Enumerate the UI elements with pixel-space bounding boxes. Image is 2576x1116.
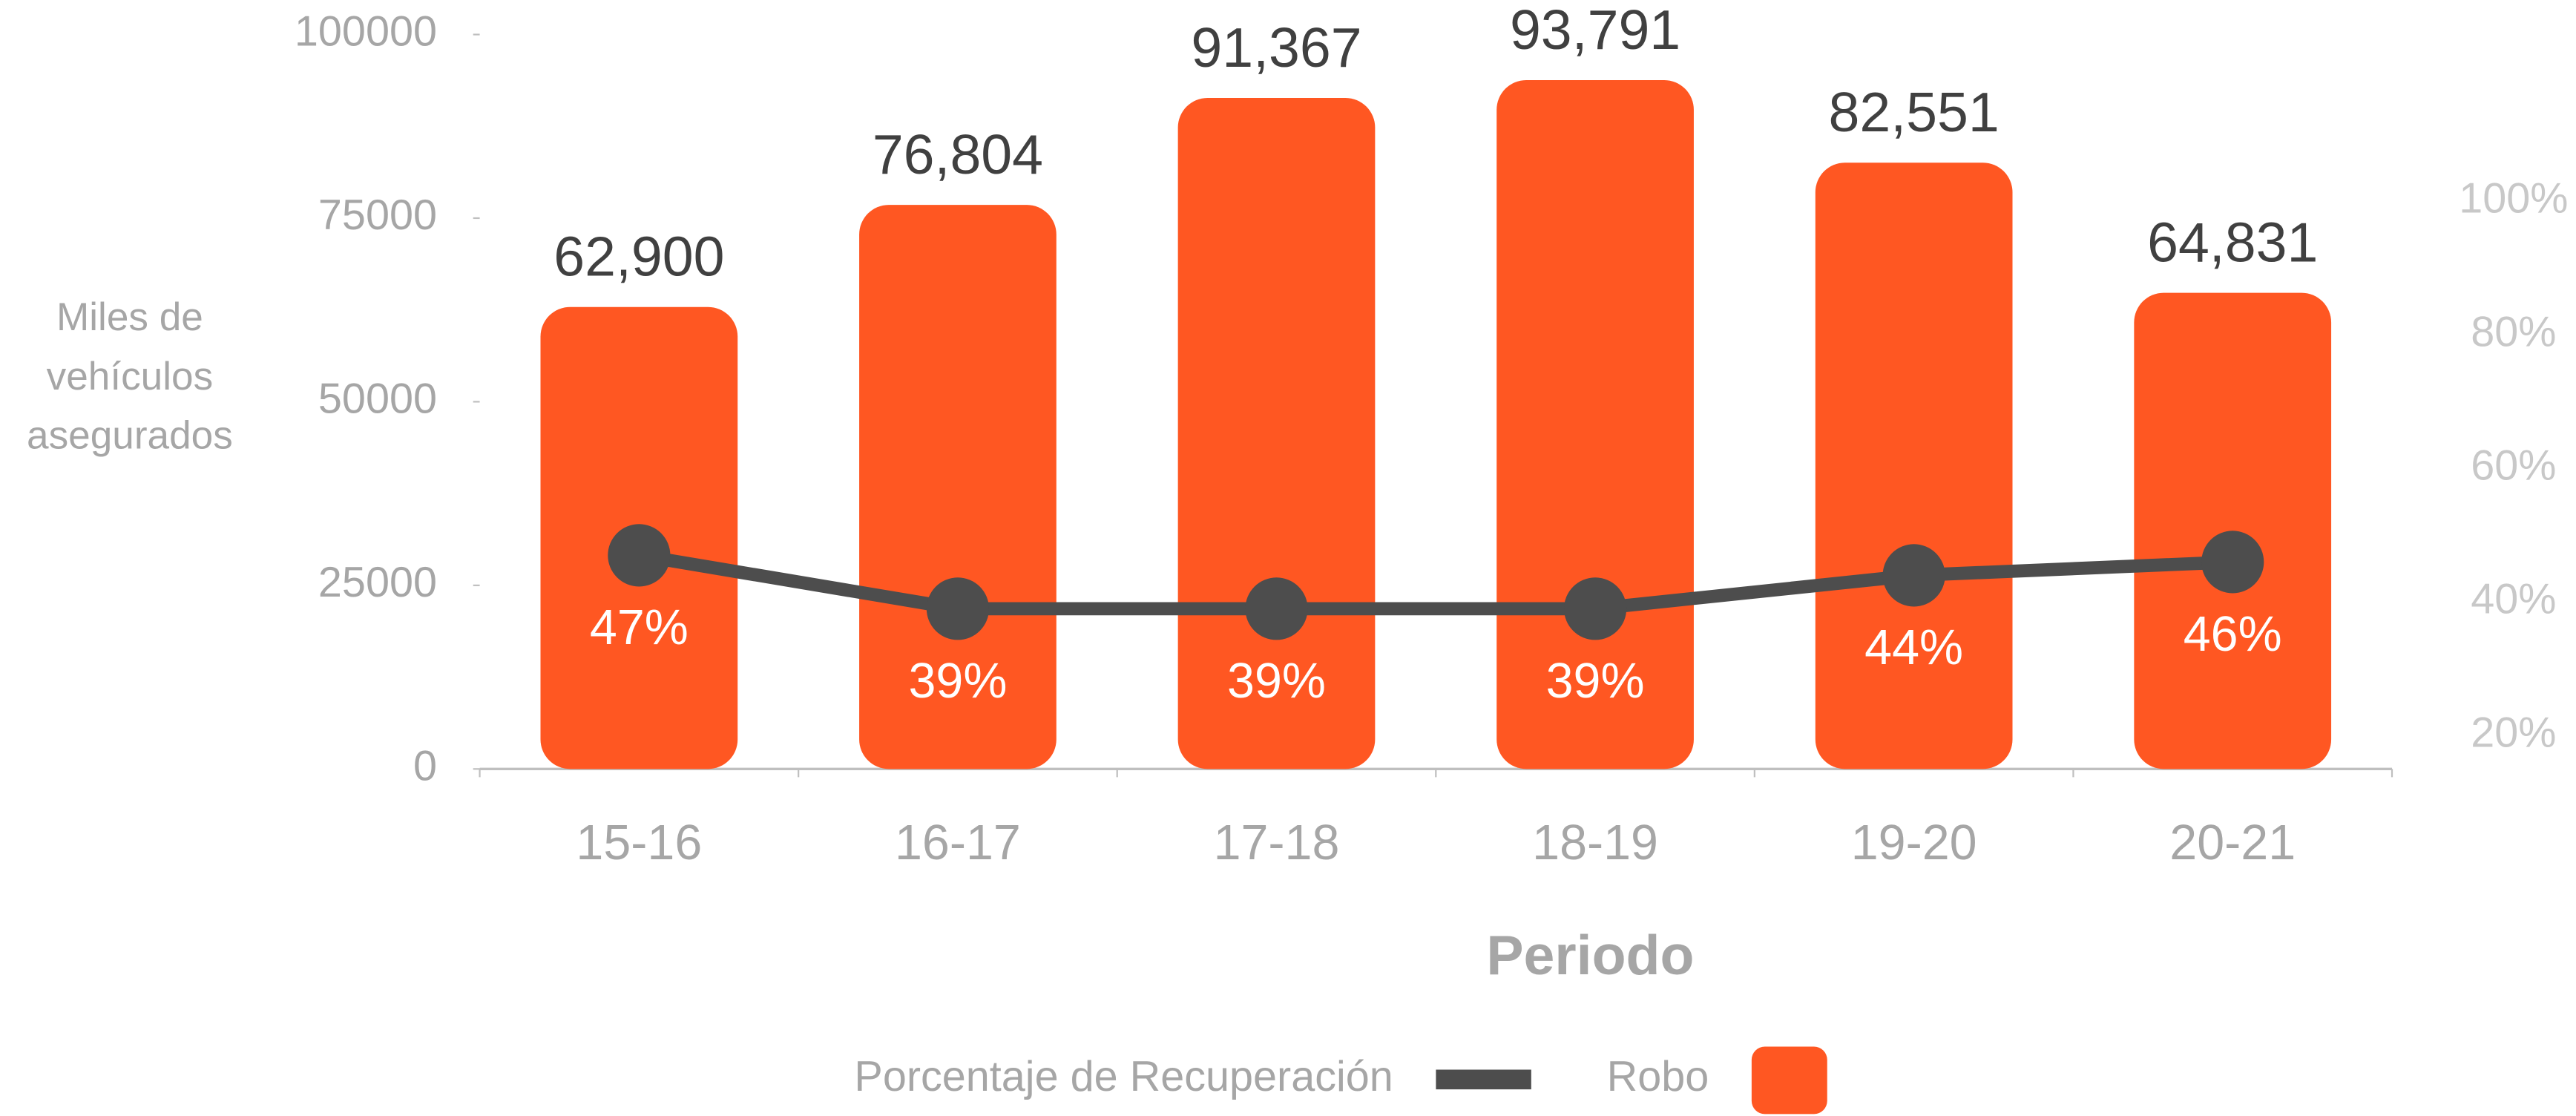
line-point [1245, 577, 1308, 640]
x-tick-label: 20-21 [2169, 815, 2296, 870]
y-axis-label-box: Miles de vehículos asegurados [27, 295, 233, 459]
legend-swatch-line [1436, 1069, 1531, 1090]
y-tick-label: 50000 [318, 375, 437, 423]
y2-tick-label: 40% [2471, 576, 2556, 623]
bar-value-label: 93,791 [1510, 0, 1680, 61]
line-point [926, 577, 989, 640]
line-value-label: 46% [2184, 607, 2282, 662]
bar-value-label: 62,900 [553, 226, 724, 288]
line-value-label: 39% [1546, 654, 1645, 709]
x-tick-label: 19-20 [1851, 815, 1977, 870]
bar-value-label: 76,804 [873, 123, 1043, 186]
legend-label: Porcentaje de Recuperación [854, 1053, 1393, 1100]
line-value-label: 39% [908, 654, 1007, 709]
line [637, 548, 2233, 616]
bar-value-label: 82,551 [1829, 81, 2000, 143]
y2-tick-label: 80% [2471, 309, 2556, 356]
line-value-label: 39% [1227, 654, 1326, 709]
x-tick-label: 17-18 [1214, 815, 1340, 870]
y2-tick-label: 20% [2471, 709, 2556, 757]
y-tick-label: 75000 [318, 191, 437, 239]
legend-swatch-bar [1751, 1046, 1827, 1115]
bar-value-label: 64,831 [2147, 211, 2318, 274]
x-tick-label: 16-17 [895, 815, 1021, 870]
y-axis-label: Miles de vehículos asegurados [27, 295, 233, 459]
bar-value-label: 91,367 [1191, 16, 1361, 79]
x-tick-label: 15-16 [576, 815, 702, 870]
y2-tick-label: 60% [2471, 442, 2556, 490]
bar [859, 205, 1057, 769]
x-tick-label: 18-19 [1532, 815, 1658, 870]
x-axis-label: Periodo [1486, 924, 1694, 986]
line-value-label: 44% [1864, 620, 1963, 675]
line-point [608, 524, 671, 587]
bar [1177, 97, 1376, 769]
y2-tick-label: 100% [2459, 175, 2568, 223]
y-tick-label: 25000 [318, 559, 437, 606]
bar [1496, 79, 1694, 769]
y-tick-label: 100000 [295, 8, 437, 56]
legend-label: Robo [1607, 1053, 1709, 1100]
line-point [2201, 531, 2264, 594]
bar [1815, 163, 2013, 769]
y-tick-label: 0 [413, 743, 437, 790]
line-point [1882, 544, 1945, 607]
line-value-label: 47% [590, 600, 689, 655]
line-point [1564, 577, 1627, 640]
